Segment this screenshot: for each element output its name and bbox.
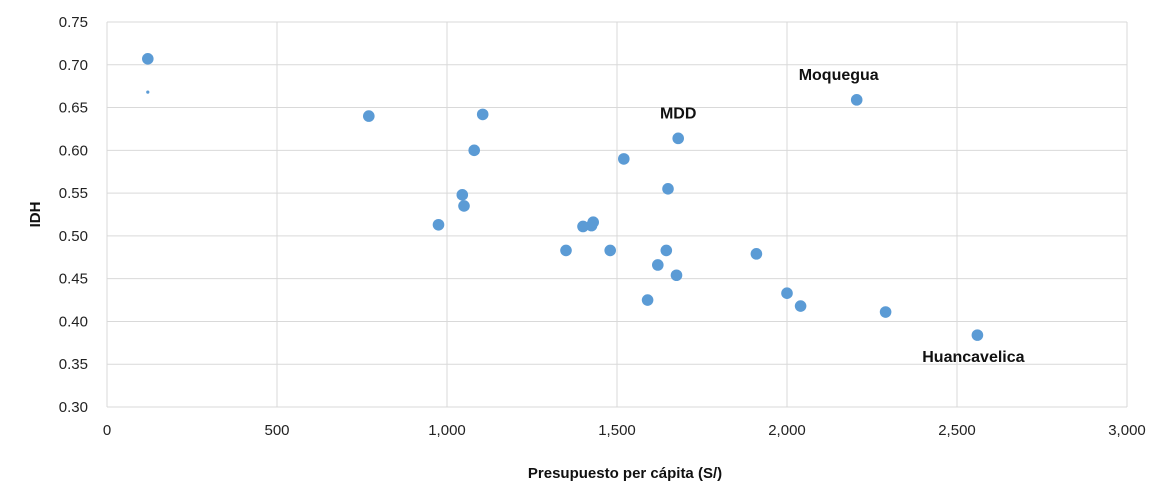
data-point xyxy=(652,259,664,271)
data-point xyxy=(641,294,654,306)
x-axis-ticks: 0 500 1,000 1,500 2,000 2,500 3,000 xyxy=(103,422,1146,439)
y-tick-label: 0.75 xyxy=(59,14,88,31)
y-tick-label: 0.45 xyxy=(59,271,88,288)
y-tick-label: 0.50 xyxy=(59,228,88,245)
y-tick-label: 0.70 xyxy=(59,57,88,74)
data-point xyxy=(971,329,984,341)
data-point xyxy=(670,269,683,282)
data-point xyxy=(604,244,616,257)
x-axis-title: Presupuesto per cápita (S/) xyxy=(528,465,722,482)
data-point xyxy=(587,216,599,228)
data-point xyxy=(879,306,892,318)
data-point xyxy=(476,108,489,121)
data-point xyxy=(618,153,630,165)
data-point xyxy=(468,144,481,157)
data-point xyxy=(142,52,154,65)
grid xyxy=(106,21,1128,408)
data-point xyxy=(432,218,445,231)
data-point xyxy=(363,110,375,122)
x-tick-label: 2,500 xyxy=(938,422,976,439)
x-tick-label: 500 xyxy=(264,422,289,439)
data-point xyxy=(456,189,469,201)
annotation-moquegua: Moquegua xyxy=(799,67,879,84)
x-tick-label: 3,000 xyxy=(1108,422,1146,439)
annotation-huancavelica: Huancavelica xyxy=(922,349,1024,366)
y-tick-label: 0.30 xyxy=(59,399,88,416)
data-point xyxy=(146,90,150,94)
data-point xyxy=(662,183,674,195)
x-tick-label: 1,000 xyxy=(428,422,466,439)
x-tick-label: 2,000 xyxy=(768,422,806,439)
data-point xyxy=(458,200,470,212)
y-tick-label: 0.35 xyxy=(59,356,88,373)
y-axis-ticks: 0.30 0.35 0.40 0.45 0.50 0.55 0.60 0.65 0.70 0.75 xyxy=(59,14,88,416)
data-points xyxy=(142,52,984,341)
data-point xyxy=(672,132,684,145)
x-tick-label: 1,500 xyxy=(598,422,636,439)
y-tick-label: 0.65 xyxy=(59,100,88,117)
data-point xyxy=(577,220,589,233)
annotation-mdd: MDD xyxy=(660,105,696,122)
y-tick-label: 0.60 xyxy=(59,142,88,159)
data-point xyxy=(750,248,763,260)
y-tick-label: 0.40 xyxy=(59,313,88,330)
data-point xyxy=(660,244,673,257)
annotations: MDD Moquegua Huancavelica xyxy=(660,67,1025,366)
data-point xyxy=(850,94,863,106)
x-tick-label: 0 xyxy=(103,422,111,439)
y-tick-label: 0.55 xyxy=(59,185,88,202)
data-point xyxy=(794,300,807,312)
y-axis-title: IDH xyxy=(27,202,44,228)
data-point xyxy=(560,244,572,257)
data-point xyxy=(781,287,793,300)
